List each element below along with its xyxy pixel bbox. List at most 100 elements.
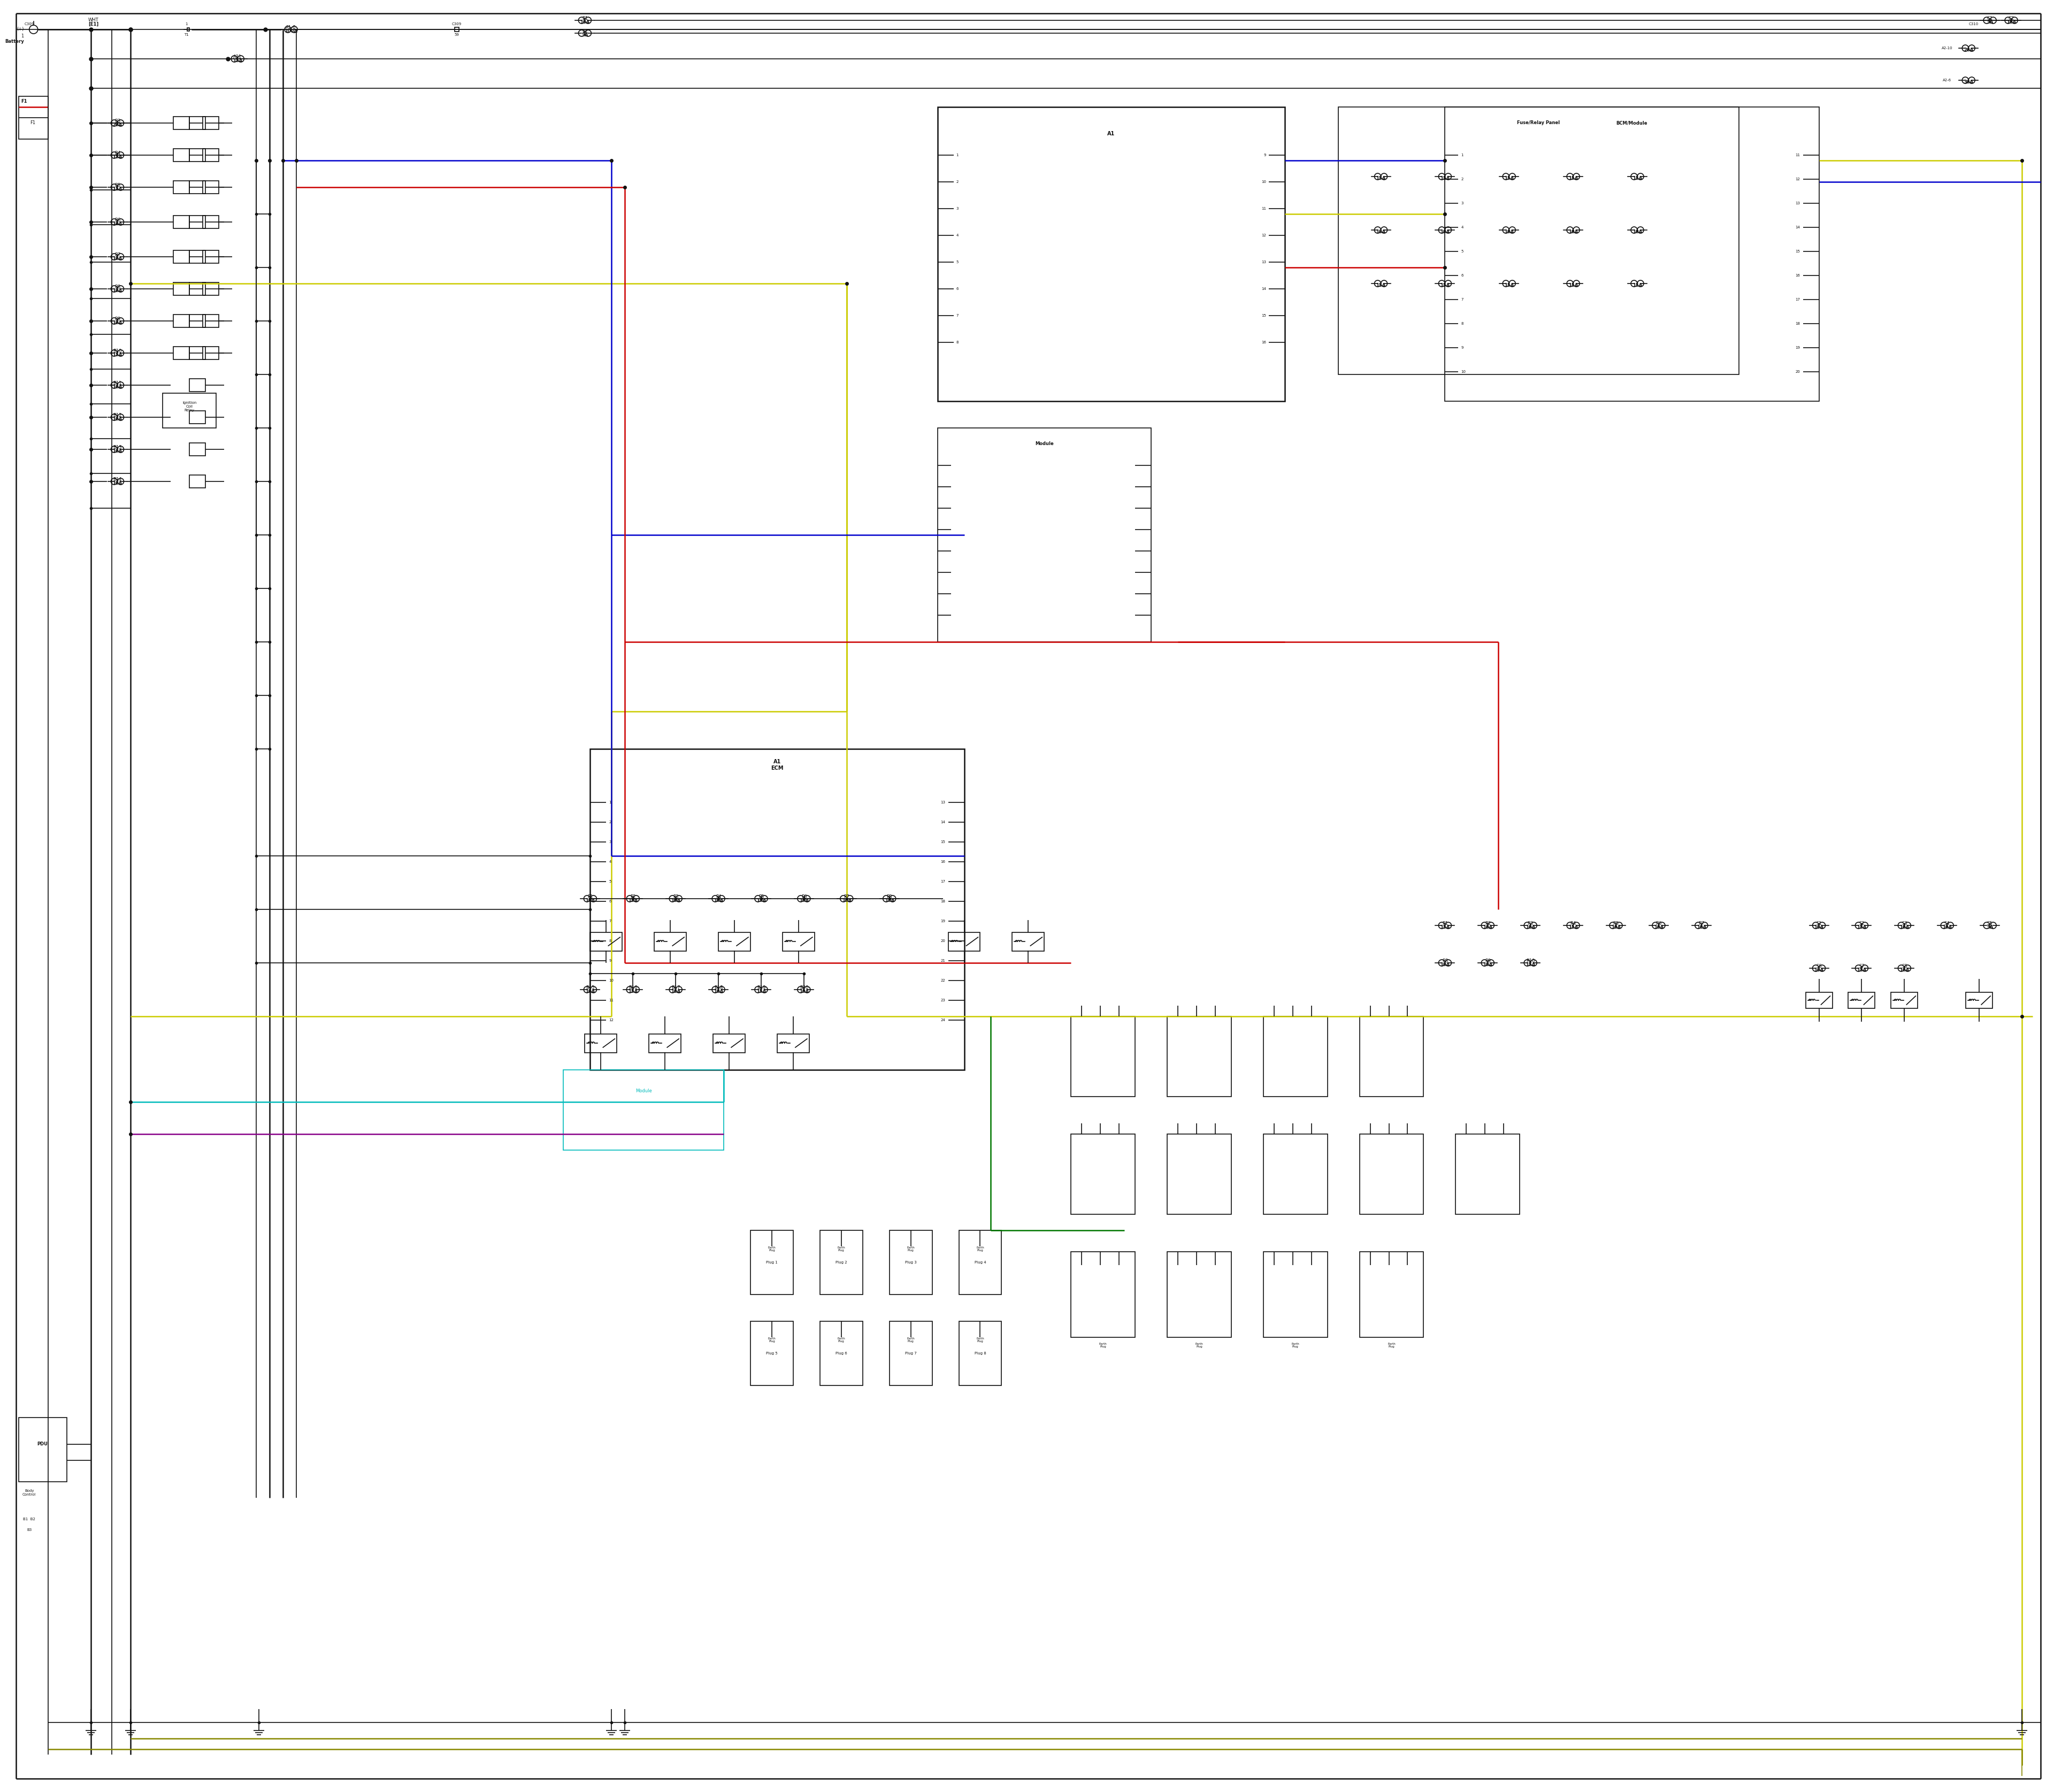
Bar (162, 392, 216, 428)
Text: C2: C2 (2009, 16, 2015, 22)
Text: Earth
Plug: Earth Plug (838, 1245, 846, 1253)
Text: 10A: 10A (2007, 20, 2017, 25)
Text: 10A: 10A (1440, 229, 1450, 235)
Text: 10A: 10A (113, 480, 123, 486)
Text: 5A: 5A (1986, 925, 1992, 930)
Bar (1167, 1016, 1230, 1097)
Text: WHT: WHT (88, 18, 99, 22)
Text: P8: P8 (887, 894, 891, 900)
Bar (187, 29, 189, 30)
Text: 15A: 15A (756, 898, 766, 903)
Text: 12: 12 (608, 1018, 614, 1021)
Bar (1456, 1134, 1520, 1215)
Bar (203, 346, 220, 360)
Text: 18: 18 (1795, 323, 1799, 324)
Text: R5: R5 (1612, 921, 1619, 926)
Text: B7: B7 (115, 253, 121, 258)
Text: R9: R9 (1485, 959, 1491, 964)
Text: PDU: PDU (37, 1443, 47, 1446)
Bar (189, 410, 205, 423)
Text: 20A: 20A (113, 122, 123, 127)
Text: Earth
Plug: Earth Plug (906, 1337, 914, 1342)
Text: 10A: 10A (113, 321, 123, 324)
Bar (750, 1231, 793, 1294)
Text: S6: S6 (1816, 964, 1822, 969)
Text: 13: 13 (1261, 260, 1265, 263)
Text: 10A: 10A (585, 898, 596, 903)
Bar (203, 251, 220, 263)
Text: 10A: 10A (672, 989, 680, 995)
Bar (750, 1321, 793, 1385)
Text: 8: 8 (1460, 323, 1462, 324)
Text: 12: 12 (1261, 233, 1265, 237)
Text: S4: S4 (1945, 921, 1949, 926)
Bar (937, 108, 1284, 401)
Bar (189, 149, 205, 161)
Bar (203, 149, 220, 161)
Text: 6: 6 (1460, 274, 1462, 278)
Text: B3: B3 (115, 118, 121, 124)
Text: A1: A1 (1107, 131, 1115, 136)
Bar (203, 181, 220, 194)
Bar (776, 1034, 809, 1052)
Text: B12: B12 (113, 412, 121, 418)
Bar (189, 116, 205, 129)
Text: Earth
Plug: Earth Plug (1389, 1342, 1395, 1348)
Text: S7: S7 (1859, 964, 1865, 969)
Text: B10: B10 (113, 349, 121, 353)
Bar (189, 181, 205, 194)
Text: 1: 1 (608, 801, 612, 805)
Text: 10A: 10A (113, 222, 123, 226)
Text: 14: 14 (1261, 287, 1265, 290)
Bar (1167, 1253, 1230, 1337)
Bar (173, 149, 189, 161)
Text: A1-6: A1-6 (286, 25, 296, 30)
Text: 10A: 10A (113, 418, 123, 421)
Text: R10: R10 (1526, 959, 1534, 964)
Text: [E1]: [E1] (88, 22, 99, 27)
Text: 14: 14 (941, 821, 945, 824)
Text: 10A: 10A (672, 898, 680, 903)
Text: 18: 18 (941, 900, 945, 903)
Text: R6: R6 (1656, 921, 1662, 926)
Text: 17: 17 (941, 880, 945, 883)
Text: Earth
Plug: Earth Plug (976, 1245, 984, 1253)
Text: 15A: 15A (113, 353, 123, 357)
Text: 5: 5 (1460, 249, 1462, 253)
Text: P5: P5 (758, 894, 764, 900)
Text: B3: B3 (27, 1529, 31, 1532)
Text: 8: 8 (608, 939, 612, 943)
Text: 15A: 15A (1569, 925, 1577, 930)
Text: 30A: 30A (1964, 79, 1974, 84)
Bar (585, 1034, 616, 1052)
Text: 15A: 15A (113, 154, 123, 159)
Text: C309: C309 (452, 23, 462, 25)
Bar (1167, 1134, 1230, 1215)
Text: P2: P2 (631, 894, 635, 900)
Text: Earth
Plug: Earth Plug (1099, 1342, 1107, 1348)
Text: 15A: 15A (1504, 283, 1514, 289)
Text: 13: 13 (1795, 202, 1799, 204)
Text: Plug 6: Plug 6 (836, 1351, 846, 1355)
Text: 10A: 10A (113, 448, 123, 453)
Text: 7: 7 (608, 919, 612, 923)
Text: 10A: 10A (799, 898, 809, 903)
Text: 15A: 15A (113, 186, 123, 192)
Text: 15A: 15A (629, 989, 639, 995)
Bar (173, 251, 189, 263)
Bar (713, 1034, 746, 1052)
Text: B15: B15 (585, 986, 594, 991)
Text: 10A: 10A (1653, 925, 1664, 930)
Text: 11: 11 (608, 998, 614, 1002)
Text: Body
Control: Body Control (23, 1489, 37, 1496)
Text: 15A: 15A (1857, 925, 1867, 930)
Text: B8: B8 (115, 285, 121, 289)
Text: 10A: 10A (1483, 925, 1493, 930)
Bar (1263, 1253, 1327, 1337)
Text: Earth
Plug: Earth Plug (768, 1245, 776, 1253)
Text: 10A: 10A (842, 898, 852, 903)
Bar (189, 215, 205, 228)
Text: 15A: 15A (1569, 283, 1577, 289)
Text: 15A: 15A (629, 898, 639, 903)
Text: Earth
Plug: Earth Plug (1292, 1342, 1300, 1348)
